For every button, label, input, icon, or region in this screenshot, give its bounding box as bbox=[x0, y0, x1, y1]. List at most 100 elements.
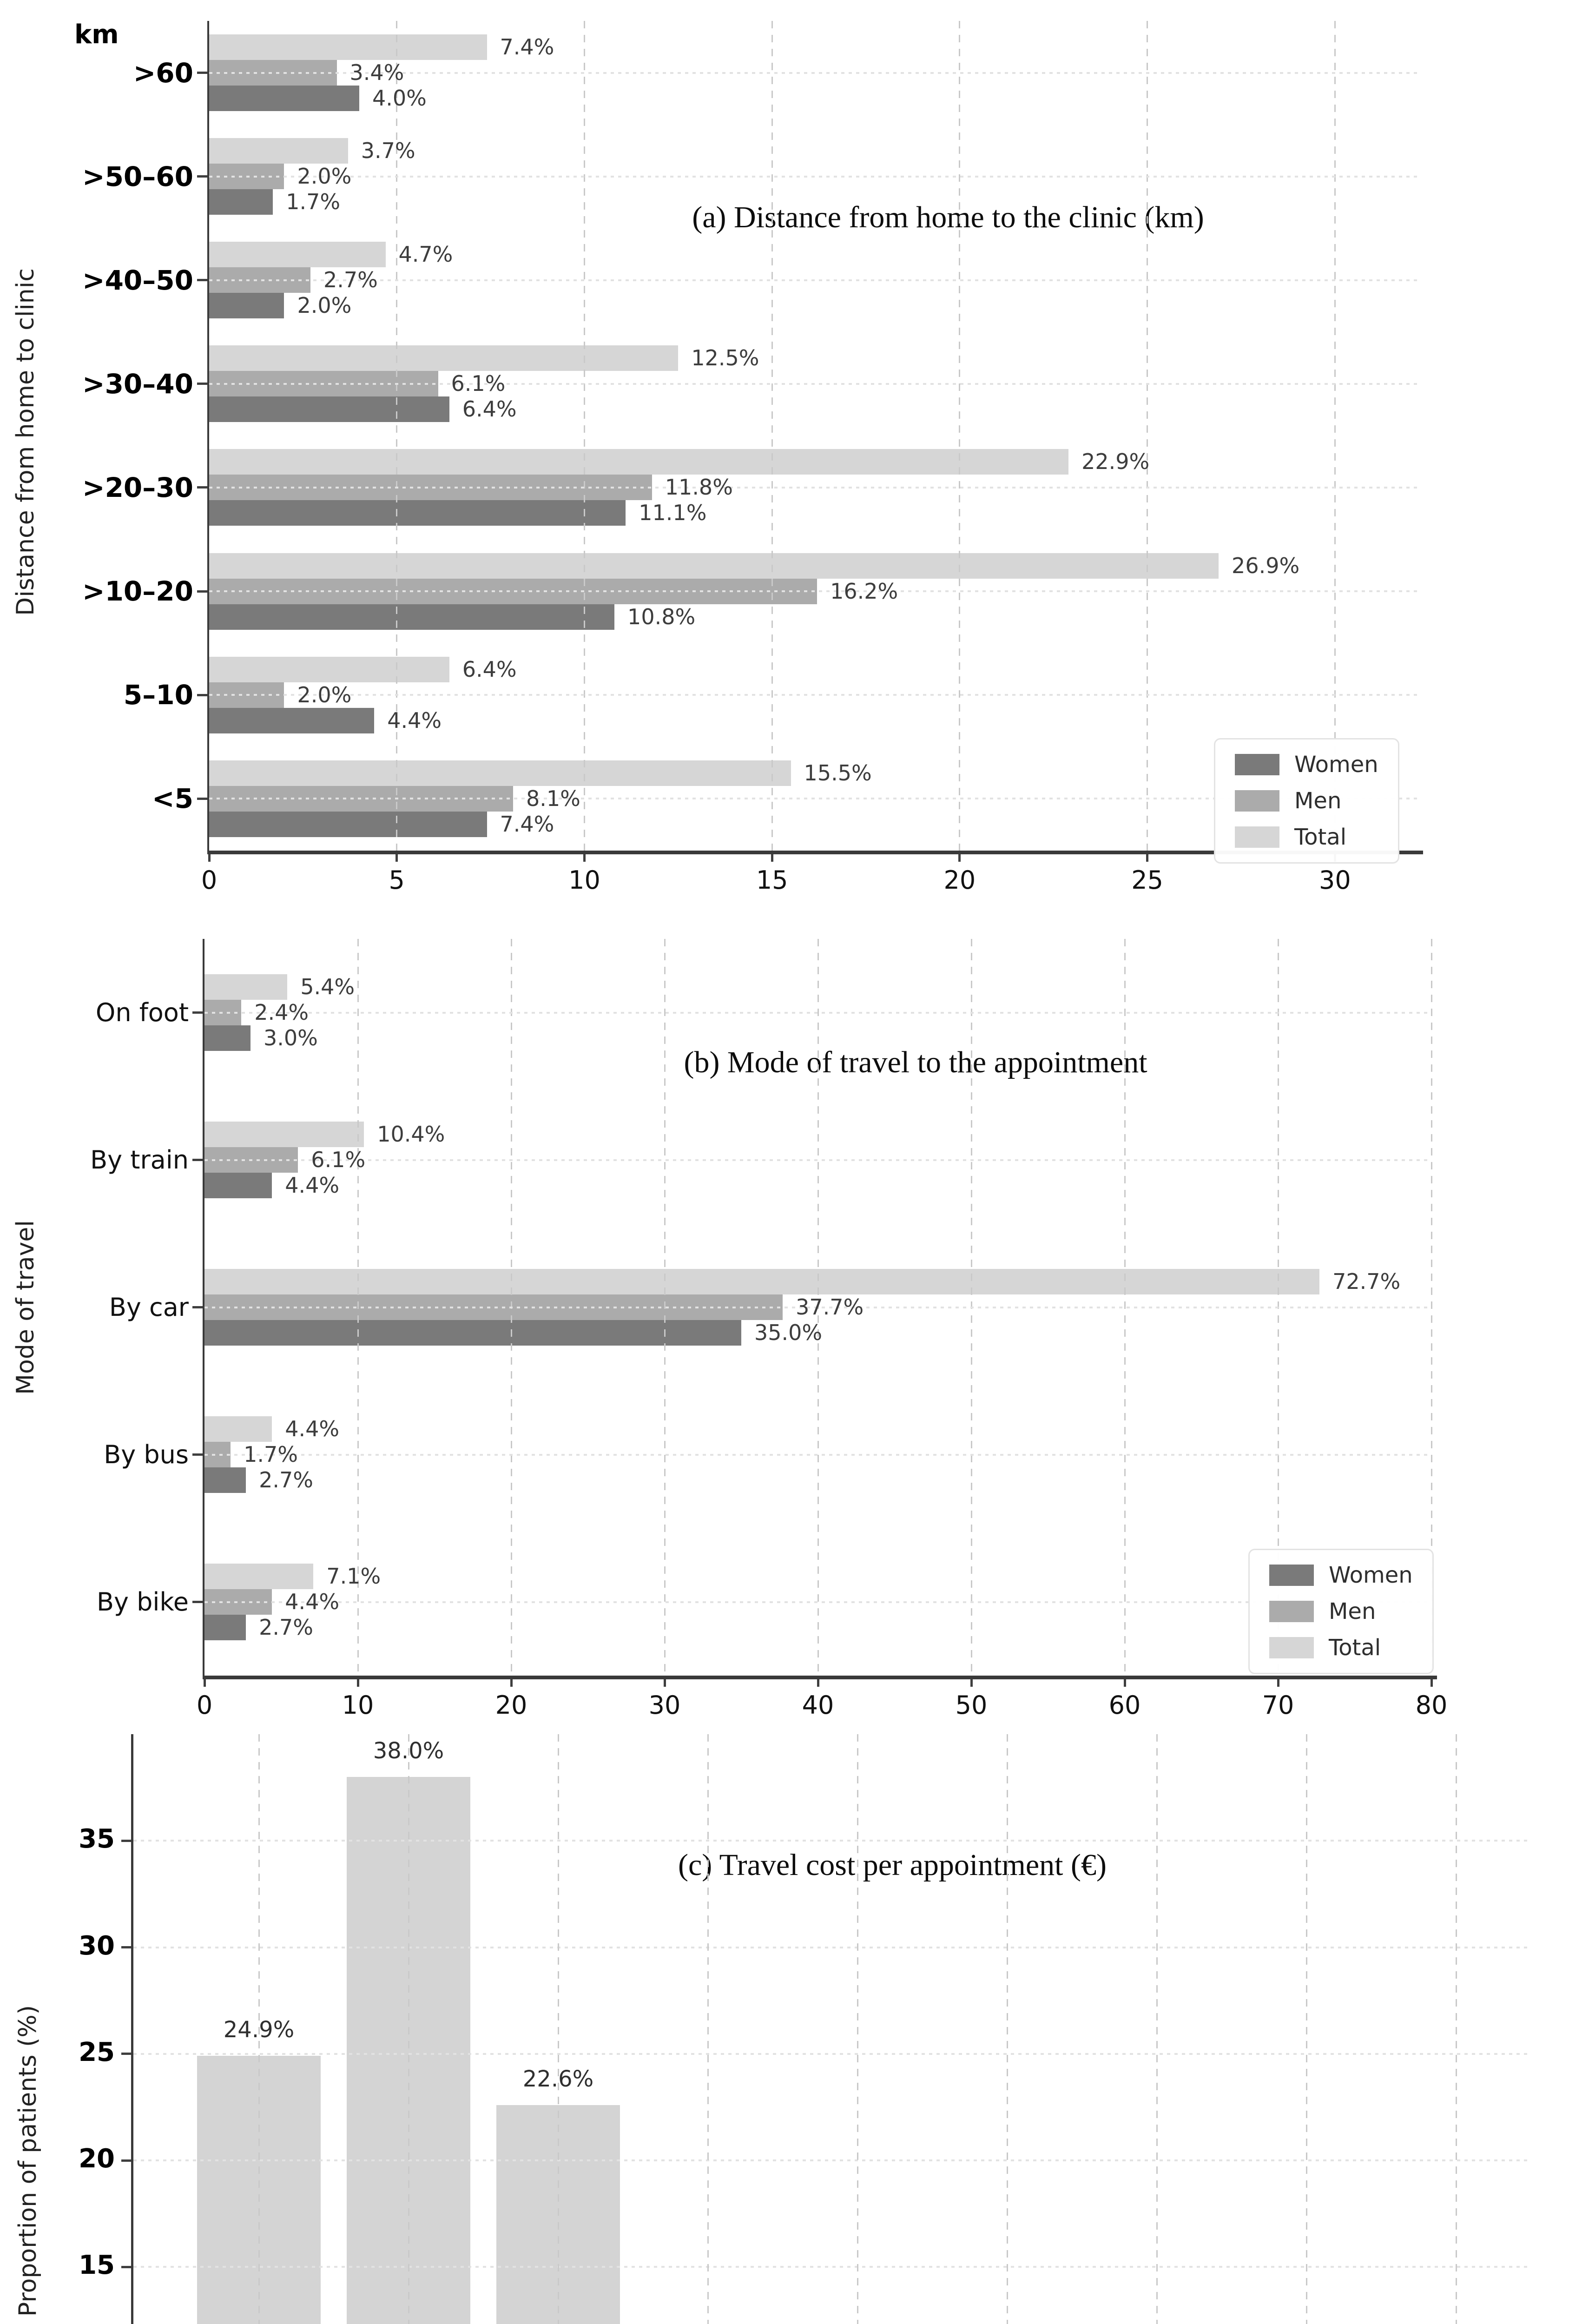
gridline-vertical bbox=[1334, 21, 1336, 851]
x-tick-mark bbox=[583, 851, 586, 862]
bar-value-label: 3.0% bbox=[264, 1025, 318, 1050]
gridline-horizontal bbox=[204, 1453, 1431, 1456]
bar-women bbox=[209, 604, 615, 630]
bar-total bbox=[209, 656, 449, 682]
gridline-horizontal bbox=[209, 486, 1417, 489]
legend-label: Women bbox=[1329, 1562, 1413, 1588]
x-tick-label: 70 bbox=[1262, 1690, 1294, 1720]
y-tick-mark bbox=[197, 797, 209, 800]
legend-item-total: Total bbox=[1235, 826, 1378, 848]
gridline-vertical bbox=[1305, 1734, 1307, 2324]
bar-value-label: 35.0% bbox=[754, 1320, 823, 1345]
bar-value-label: 2.7% bbox=[323, 267, 378, 293]
chart-b-title: (b) Mode of travel to the appointment bbox=[684, 1045, 1147, 1079]
bar-total bbox=[204, 1269, 1320, 1294]
category-label: >10–20 bbox=[82, 575, 193, 607]
gridline-horizontal bbox=[204, 1601, 1431, 1603]
legend-swatch-women bbox=[1269, 1565, 1314, 1586]
gridline-horizontal bbox=[133, 2266, 1528, 2268]
gridline-vertical bbox=[857, 1734, 858, 2324]
bar-value-label: 11.1% bbox=[639, 500, 707, 526]
legend-label: Women bbox=[1294, 752, 1378, 778]
legend-label: Men bbox=[1294, 788, 1342, 814]
category-label: <5 bbox=[152, 783, 193, 815]
x-tick-label: 15 bbox=[756, 865, 788, 895]
category-label: By bus bbox=[104, 1439, 189, 1469]
x-tick-mark bbox=[510, 1676, 513, 1687]
x-axis-line bbox=[207, 851, 1423, 854]
chart-b-legend: Women Men Total bbox=[1248, 1549, 1434, 1674]
bar-women bbox=[209, 707, 375, 733]
bar-value-label: 15.5% bbox=[804, 760, 872, 786]
bar-women bbox=[204, 1173, 272, 1198]
x-tick-mark bbox=[817, 1676, 819, 1687]
y-axis-line bbox=[131, 1734, 133, 2324]
gridline-horizontal bbox=[209, 175, 1417, 178]
x-tick-mark bbox=[1430, 1676, 1433, 1687]
bar-value-label: 6.1% bbox=[311, 1147, 366, 1172]
x-tick-label: 10 bbox=[342, 1690, 374, 1720]
bar-total bbox=[204, 1564, 314, 1589]
x-tick-label: 60 bbox=[1108, 1690, 1141, 1720]
y-tick-mark bbox=[121, 1946, 133, 1948]
bar-women bbox=[204, 1467, 246, 1493]
bar-total bbox=[209, 138, 348, 164]
x-tick-mark bbox=[396, 851, 398, 862]
gridline-vertical bbox=[959, 21, 961, 851]
y-tick-label: 35 bbox=[79, 1824, 115, 1855]
x-tick-mark bbox=[663, 1676, 666, 1687]
gridline-vertical bbox=[408, 1734, 409, 2324]
bar-value-label: 4.4% bbox=[285, 1416, 340, 1441]
category-label: By bike bbox=[96, 1587, 189, 1617]
gridline-vertical bbox=[557, 1734, 559, 2324]
category-label: >30–40 bbox=[82, 368, 193, 400]
bar-value-label: 7.4% bbox=[500, 811, 554, 837]
gridline-vertical bbox=[1147, 21, 1148, 851]
bar-women bbox=[204, 1320, 741, 1346]
gridline-horizontal bbox=[209, 590, 1417, 593]
legend-swatch-women bbox=[1235, 754, 1279, 775]
x-tick-label: 40 bbox=[802, 1690, 834, 1720]
gridline-vertical bbox=[583, 21, 585, 851]
x-axis-line bbox=[203, 1676, 1437, 1679]
y-tick-mark bbox=[197, 486, 209, 489]
bar-total bbox=[204, 1416, 272, 1442]
gridline-vertical bbox=[1006, 1734, 1008, 2324]
bar-women bbox=[209, 189, 273, 215]
x-tick-mark bbox=[970, 1676, 973, 1687]
gridline-horizontal bbox=[209, 279, 1417, 281]
bar-value-label: 7.1% bbox=[326, 1564, 381, 1589]
bar-value-label: 16.2% bbox=[830, 578, 898, 604]
bar-value-label: 2.4% bbox=[254, 1000, 309, 1025]
bar-value-label: 2.0% bbox=[297, 164, 352, 189]
bar-value-label: 1.7% bbox=[244, 1442, 298, 1467]
chart-a-legend: Women Men Total bbox=[1214, 738, 1399, 864]
bar-total bbox=[209, 760, 791, 786]
x-tick-mark bbox=[208, 851, 211, 862]
bar-value-label: 2.7% bbox=[259, 1467, 313, 1492]
category-label: By train bbox=[90, 1145, 189, 1175]
category-label: By car bbox=[109, 1292, 189, 1322]
bar-value-label: 24.9% bbox=[223, 2017, 295, 2043]
x-tick-label: 80 bbox=[1415, 1690, 1448, 1720]
x-tick-label: 10 bbox=[568, 865, 600, 895]
bar-value-label: 2.0% bbox=[297, 682, 352, 707]
legend-item-total: Total bbox=[1269, 1637, 1413, 1659]
gridline-horizontal bbox=[209, 798, 1417, 800]
bar-value-label: 8.1% bbox=[526, 786, 580, 811]
bar-value-label: 2.0% bbox=[297, 293, 352, 318]
y-axis-line bbox=[207, 21, 209, 854]
chart-c-plot-area: 24.9%38.0%22.6%7.4%4.4%1.3%0.3%0.3%0.7%0… bbox=[79, 1734, 1528, 2324]
chart-b-mode-of-travel: (b) Mode of travel to the appointment Mo… bbox=[0, 920, 1569, 1729]
gridline-horizontal bbox=[133, 1946, 1528, 1948]
x-tick-label: 25 bbox=[1131, 865, 1163, 895]
bar-value-label: 4.4% bbox=[387, 707, 442, 733]
chart-a-distance: km (a) Distance from home to the clinic … bbox=[0, 0, 1569, 920]
bar-value-label: 22.9% bbox=[1081, 449, 1150, 475]
y-tick-mark bbox=[192, 1159, 204, 1161]
bar-value-label: 10.4% bbox=[377, 1122, 445, 1147]
y-tick-mark bbox=[197, 383, 209, 385]
bar-value-label: 22.6% bbox=[522, 2066, 594, 2092]
bar-value-label: 6.1% bbox=[451, 371, 506, 396]
bar-value-label: 4.0% bbox=[372, 86, 427, 111]
